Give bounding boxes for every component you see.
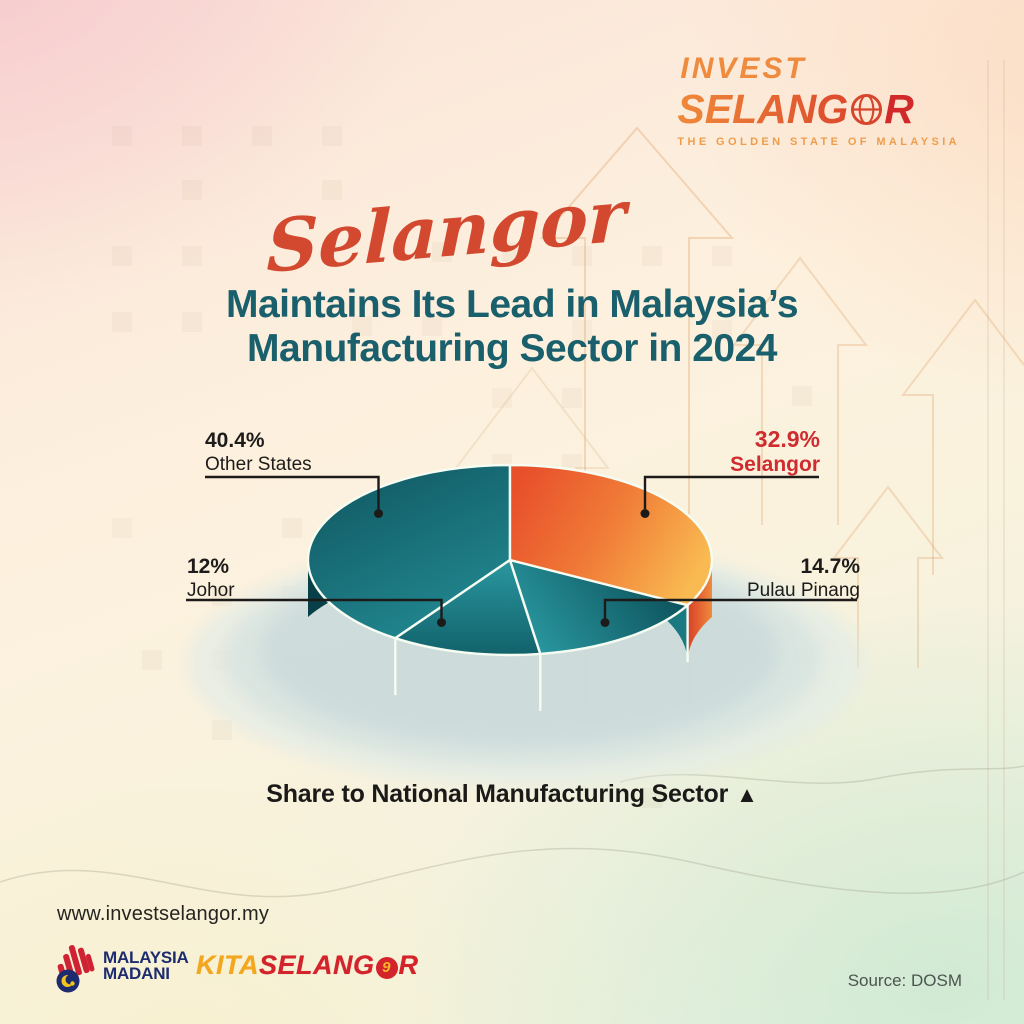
- label-other-states-name: Other States: [205, 454, 312, 476]
- contour-waves: [0, 765, 1024, 898]
- up-triangle-icon: ▲: [736, 782, 758, 807]
- label-johor: 12% Johor: [187, 555, 235, 602]
- logo-tagline: THE GOLDEN STATE OF MALAYSIA: [677, 136, 960, 148]
- slice-pulau-pinang: [508, 558, 689, 656]
- pie-side-dividers: [394, 605, 689, 711]
- label-other-states: 40.4% Other States: [205, 429, 312, 476]
- madani-icon: [56, 945, 95, 993]
- source-attribution: Source: DOSM: [847, 971, 962, 990]
- selang-text: SELANG: [259, 950, 375, 980]
- madani-text: MALAYSIA MADANI: [103, 947, 189, 983]
- kita-text: KITA: [196, 950, 259, 980]
- malaysia-madani-logo: MALAYSIA MADANI: [54, 938, 189, 994]
- slice-selangor: [508, 463, 714, 607]
- leader-lines: [186, 475, 857, 618]
- title-script: Selangor: [265, 172, 627, 289]
- label-johor-value: 12%: [187, 555, 230, 578]
- invest-selangor-logo: INVEST SELANG R THE GOLDEN STATE OF MALA…: [677, 54, 960, 148]
- label-selangor: 32.9% Selangor: [730, 426, 820, 478]
- slice-other-states: [306, 463, 512, 640]
- page-title: Maintains Its Lead in Malaysia’s Manufac…: [0, 283, 1024, 370]
- label-selangor-name: Selangor: [730, 453, 820, 477]
- kita-selangor-logo: KITASELANG 9 R: [196, 950, 419, 981]
- label-johor-name: Johor: [187, 580, 235, 602]
- label-pulau-pinang: 14.7% Pulau Pinang: [747, 555, 860, 602]
- logo-selangor-wordmark: SELANG R: [677, 86, 914, 132]
- label-other-states-value: 40.4%: [205, 429, 265, 452]
- label-pulau-pinang-name: Pulau Pinang: [746, 580, 860, 602]
- location-pin-icon: 9: [375, 956, 398, 979]
- title-line2: Manufacturing Sector in 2024: [247, 326, 777, 370]
- leader-dots: [374, 509, 650, 627]
- label-selangor-value: 32.9%: [754, 426, 820, 452]
- title-line1: Maintains Its Lead in Malaysia’s: [225, 283, 799, 326]
- globe-icon: [851, 93, 883, 126]
- logo-invest-text: INVEST: [680, 52, 807, 85]
- slice-johor: [394, 558, 542, 657]
- website-url: www.investselangor.my: [57, 903, 270, 925]
- r-text: R: [398, 950, 419, 980]
- label-pulau-pinang-value: 14.7%: [800, 555, 860, 578]
- chart-caption: Share to National Manufacturing Sector ▲: [266, 780, 758, 808]
